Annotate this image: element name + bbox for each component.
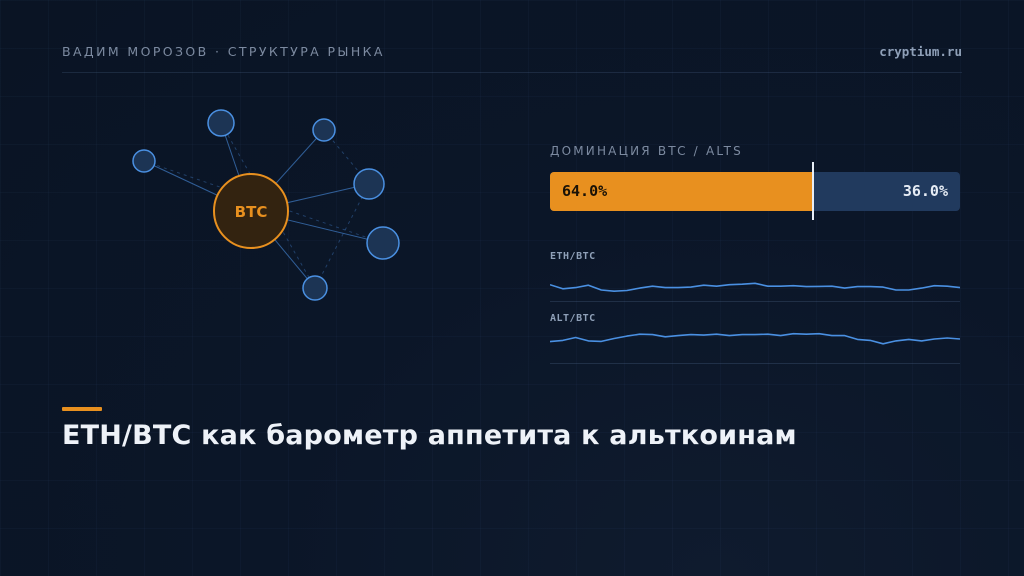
dominance-alts-segment: 36.0%: [812, 172, 960, 211]
sparkline-path: [550, 332, 960, 345]
sparkline-label-alt: ALT/BTC: [550, 313, 596, 324]
btc-node: [213, 173, 289, 249]
dominance-bar: 64.0% 36.0%: [550, 172, 960, 211]
sparkline-divider: [550, 363, 960, 364]
page-title: ETH/BTC как барометр аппетита к альткоин…: [62, 420, 797, 451]
dominance-marker: [812, 162, 814, 220]
network-node: [132, 149, 156, 173]
network-node: [207, 109, 235, 137]
btc-percent: 64.0%: [562, 182, 608, 200]
network-node: [302, 275, 328, 301]
network-link-dashed: [314, 183, 370, 289]
accent-line: [62, 407, 102, 411]
network-node: [312, 118, 336, 142]
header-divider: [62, 72, 962, 73]
sparkline-eth-btc: [550, 282, 960, 293]
alts-percent: 36.0%: [902, 182, 948, 200]
sparkline-divider: [550, 301, 960, 302]
sparkline-label-eth: ETH/BTC: [550, 251, 596, 262]
network-node: [366, 226, 400, 260]
sparkline-alt-btc: [550, 332, 960, 345]
sparkline-path: [550, 282, 960, 293]
network-node: [353, 168, 385, 200]
author-topic: ВАДИМ МОРОЗОВ · СТРУКТУРА РЫНКА: [62, 44, 385, 59]
dominance-btc-segment: 64.0%: [550, 172, 812, 211]
dominance-label: ДОМИНАЦИЯ BTC / ALTS: [550, 144, 743, 158]
btc-node-label: BTC: [235, 203, 268, 221]
site-link[interactable]: cryptium.ru: [879, 44, 962, 59]
